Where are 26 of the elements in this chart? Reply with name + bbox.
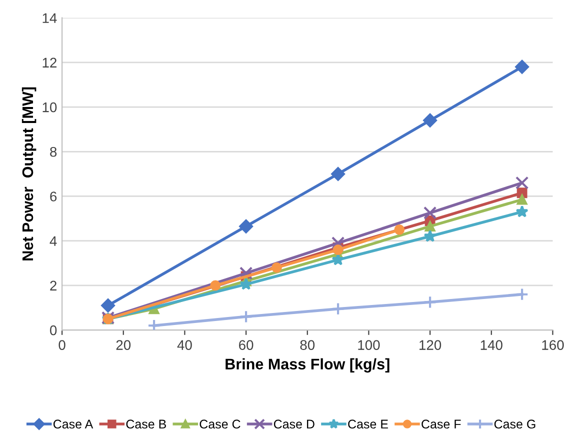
legend-label: Case C [200,420,240,429]
x-tick-label: 120 [420,340,442,350]
legend-label: Case G [494,420,536,429]
x-axis-title: Brine Mass Flow [kg/s] [226,358,390,373]
x-tick-label: 60 [239,340,254,350]
y-tick-label: 6 [50,192,57,202]
x-tick-label: 100 [358,340,380,350]
x-tick-label: 140 [480,340,502,350]
x-tick-label: 0 [58,340,66,350]
legend-label: Case B [126,420,166,429]
legend-label: Case A [53,420,94,429]
x-tick-label: 20 [116,340,131,350]
x-tick-label: 40 [177,340,192,350]
y-tick-label: 10 [42,102,57,112]
y-axis-title: Net Power Output [MW] [22,87,36,260]
y-tick-label: 8 [50,146,57,157]
y-tick-label: 14 [42,13,57,23]
y-tick-label: 12 [42,58,56,68]
legend-label: Case D [274,420,314,429]
x-tick-label: 80 [300,340,315,350]
y-tick-label: 2 [50,280,56,290]
x-tick-label: 160 [542,340,564,350]
y-tick-label: 4 [50,236,57,246]
legend-label: Case F [422,420,461,429]
y-tick-label: 0 [50,325,57,336]
legend-label: Case E [348,420,388,429]
